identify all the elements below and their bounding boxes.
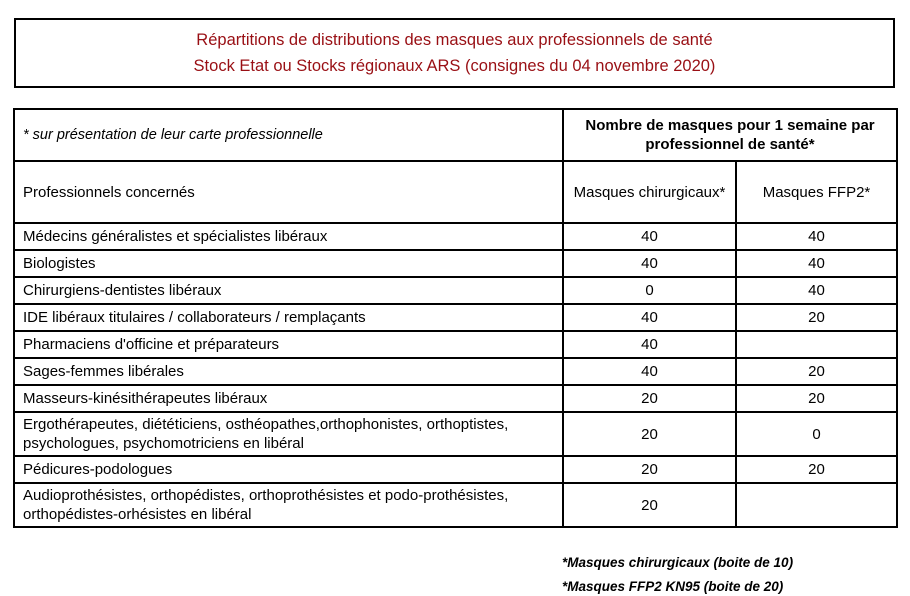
ffp2-value: [735, 482, 898, 528]
chirurgicaux-value: 20: [562, 455, 737, 484]
profession-label: Chirurgiens-dentistes libéraux: [13, 276, 564, 305]
table-row: IDE libéraux titulaires / collaborateurs…: [13, 303, 898, 332]
profession-label: Biologistes: [13, 249, 564, 278]
table-row: Biologistes 40 40: [13, 249, 898, 278]
ffp2-value: [735, 330, 898, 359]
profession-label: Sages-femmes libérales: [13, 357, 564, 386]
chirurgicaux-value: 0: [562, 276, 737, 305]
col-header-professions: Professionnels concernés: [13, 160, 564, 224]
chirurgicaux-value: 40: [562, 303, 737, 332]
chirurgicaux-value: 40: [562, 330, 737, 359]
col-header-ffp2: Masques FFP2*: [735, 160, 898, 224]
profession-label: IDE libéraux titulaires / collaborateurs…: [13, 303, 564, 332]
chirurgicaux-value: 40: [562, 357, 737, 386]
ffp2-value: 0: [735, 411, 898, 457]
chirurgicaux-value: 20: [562, 482, 737, 528]
table-row: Masseurs-kinésithérapeutes libéraux 20 20: [13, 384, 898, 413]
ffp2-value: 20: [735, 357, 898, 386]
chirurgicaux-value: 20: [562, 411, 737, 457]
footnote-ffp2: *Masques FFP2 KN95 (boite de 20): [562, 579, 784, 594]
ffp2-value: 20: [735, 303, 898, 332]
chirurgicaux-value: 20: [562, 384, 737, 413]
profession-label: Pédicures-podologues: [13, 455, 564, 484]
ffp2-value: 20: [735, 455, 898, 484]
profession-label: Ergothérapeutes, diététiciens, osthéopat…: [13, 411, 564, 457]
table-row: Chirurgiens-dentistes libéraux 0 40: [13, 276, 898, 305]
ffp2-value: 20: [735, 384, 898, 413]
table-row: Médecins généralistes et spécialistes li…: [13, 222, 898, 251]
column-header-row: Professionnels concernés Masques chirurg…: [13, 160, 898, 224]
profession-label: Médecins généralistes et spécialistes li…: [13, 222, 564, 251]
title-box: Répartitions de distributions des masque…: [14, 18, 895, 88]
ffp2-value: 40: [735, 276, 898, 305]
table-row: Pédicures-podologues 20 20: [13, 455, 898, 484]
table-row: Audioprothésistes, orthopédistes, orthop…: [13, 482, 898, 528]
group-header-masks-per-week: Nombre de masques pour 1 semaine par pro…: [562, 108, 898, 162]
chirurgicaux-value: 40: [562, 249, 737, 278]
profession-label: Audioprothésistes, orthopédistes, orthop…: [13, 482, 564, 528]
col-header-chirurgicaux: Masques chirurgicaux*: [562, 160, 737, 224]
ffp2-value: 40: [735, 222, 898, 251]
header-group-row: * sur présentation de leur carte profess…: [13, 108, 898, 162]
masks-distribution-table: * sur présentation de leur carte profess…: [13, 108, 898, 528]
table-row: Pharmaciens d'officine et préparateurs 40: [13, 330, 898, 359]
footnotes: *Masques chirurgicaux (boite de 10) *Mas…: [562, 551, 793, 596]
card-presentation-note: * sur présentation de leur carte profess…: [13, 108, 564, 162]
chirurgicaux-value: 40: [562, 222, 737, 251]
table-row: Sages-femmes libérales 40 20: [13, 357, 898, 386]
table-row: Ergothérapeutes, diététiciens, osthéopat…: [13, 411, 898, 457]
title-line-1: Répartitions de distributions des masque…: [196, 31, 713, 49]
footnote-chirurgicaux: *Masques chirurgicaux (boite de 10): [562, 555, 794, 570]
profession-label: Masseurs-kinésithérapeutes libéraux: [13, 384, 564, 413]
title-line-2: Stock Etat ou Stocks régionaux ARS (cons…: [193, 57, 716, 75]
profession-label: Pharmaciens d'officine et préparateurs: [13, 330, 564, 359]
ffp2-value: 40: [735, 249, 898, 278]
